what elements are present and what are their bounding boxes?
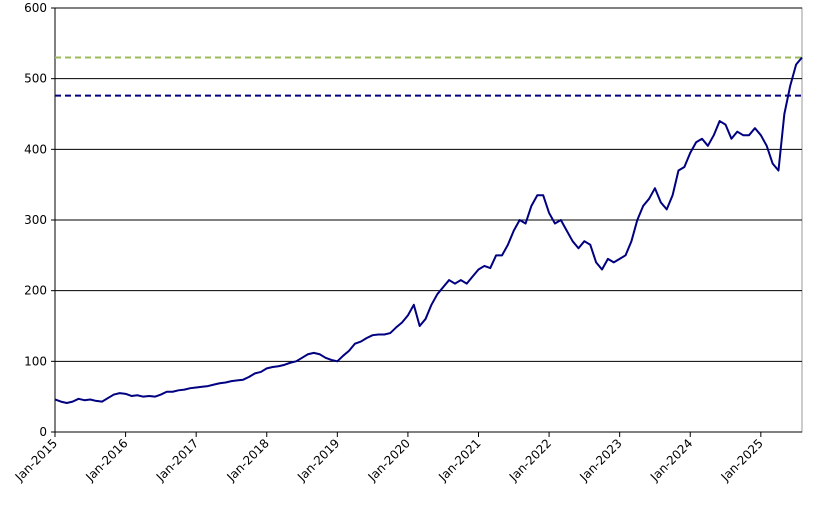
x-tick-label: Jan-2024	[647, 436, 695, 484]
x-tick-label: Jan-2016	[82, 436, 130, 484]
x-tick-label: Jan-2025	[718, 436, 766, 484]
x-tick-label: Jan-2022	[506, 436, 554, 484]
x-tick-label: Jan-2017	[153, 436, 201, 484]
y-tick-label: 200	[24, 284, 47, 298]
x-tick-label: Jan-2019	[294, 436, 342, 484]
x-tick-label: Jan-2023	[576, 436, 624, 484]
y-tick-label: 400	[24, 142, 47, 156]
x-tick-label: Jan-2015	[12, 436, 60, 484]
y-tick-label: 600	[24, 1, 47, 15]
y-tick-label: 500	[24, 72, 47, 86]
y-tick-label: 0	[39, 425, 47, 439]
x-tick-label: Jan-2021	[435, 436, 483, 484]
x-tick-label: Jan-2020	[365, 436, 413, 484]
y-tick-label: 100	[24, 354, 47, 368]
y-tick-label: 300	[24, 213, 47, 227]
price-line	[54, 56, 803, 405]
x-tick-label: Jan-2018	[224, 436, 272, 484]
